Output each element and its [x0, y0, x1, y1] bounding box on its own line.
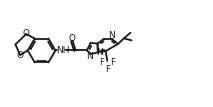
Text: N: N	[86, 52, 93, 61]
Text: F: F	[105, 65, 110, 74]
Text: F: F	[99, 58, 104, 67]
Text: O: O	[17, 51, 24, 60]
Text: N: N	[96, 48, 103, 57]
Text: F: F	[111, 58, 115, 67]
Text: N: N	[108, 31, 115, 40]
Text: O: O	[68, 34, 75, 43]
Text: NH: NH	[56, 46, 69, 55]
Text: O: O	[23, 29, 30, 38]
